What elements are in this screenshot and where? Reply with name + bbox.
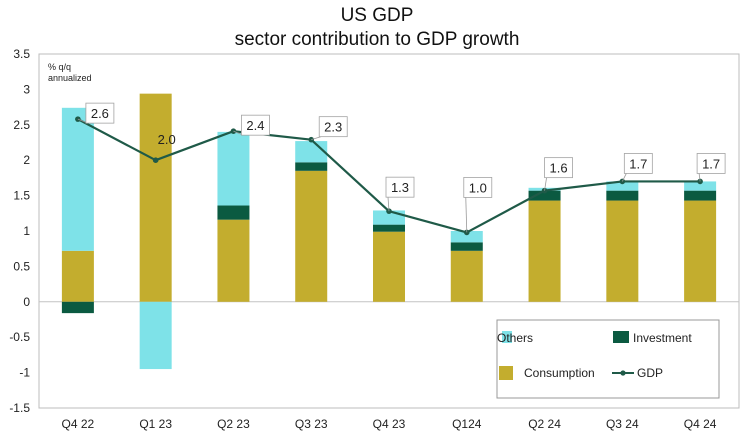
gdp-data-labels: 2.6 2.0 2.4 2.3 1.3 1.0 1.6 1.7 1.7 — [77, 102, 726, 233]
chart-title: US GDP — [340, 5, 414, 26]
gdp-data-label: 2.6 — [91, 106, 109, 121]
bar-others-3 — [295, 141, 328, 163]
legend-swatch-investment — [613, 331, 629, 343]
bar-consumption-6 — [528, 200, 561, 302]
y-tick-label: 0 — [23, 295, 30, 309]
bar-others-7 — [606, 181, 639, 191]
bar-consumption-8 — [684, 200, 717, 302]
data-label-box-7 — [623, 153, 653, 174]
data-label-box-3 — [318, 116, 348, 138]
y-tick-label: 3.5 — [13, 47, 30, 61]
x-tick-label: Q4 23 — [373, 417, 406, 431]
bar-others-0 — [61, 107, 94, 251]
bar-consumption-4 — [373, 231, 405, 302]
y-tick-label: -1 — [19, 366, 30, 380]
legend-marker-gdp — [620, 370, 626, 376]
data-label-box-6 — [544, 157, 573, 179]
bar-investment-0 — [61, 301, 94, 314]
gdp-data-label: 2.0 — [158, 132, 176, 147]
data-label-leader-8 — [698, 173, 701, 182]
chart-subtitle: sector contribution to GDP growth — [234, 29, 520, 50]
chart-title-block: US GDP sector contribution to GDP growth — [0, 4, 754, 52]
y-tick-label: -1.5 — [9, 401, 30, 415]
y-tick-label: 2 — [23, 153, 30, 167]
data-label-box-0 — [85, 102, 115, 124]
gdp-data-label: 1.7 — [629, 156, 647, 171]
legend-swatch-consumption — [499, 366, 513, 380]
y-unit-label-line-2: annualized — [48, 73, 92, 83]
bar-investment-6 — [528, 190, 561, 201]
bar-others-8 — [684, 181, 717, 191]
y-tick-label: -0.5 — [9, 330, 30, 344]
x-tick-label: Q2 24 — [528, 417, 561, 431]
bar-investment-3 — [295, 162, 328, 171]
x-tick-label: Q1 23 — [139, 417, 172, 431]
data-label-box-2 — [241, 114, 270, 136]
legend: Others Investment Consumption GDP — [496, 319, 720, 399]
bar-investment-4 — [373, 224, 405, 232]
legend-swatch-others — [502, 331, 512, 343]
gdp-data-label: 1.7 — [702, 156, 720, 171]
bar-consumption-1 — [139, 93, 172, 302]
legend-label-others: Others — [497, 331, 533, 345]
x-tick-label: Q3 24 — [606, 417, 639, 431]
gdp-data-label: 1.6 — [550, 161, 568, 176]
gdp-point-1 — [152, 157, 159, 163]
bar-others-1 — [139, 301, 172, 370]
bar-consumption-2 — [217, 219, 250, 302]
y-tick-label: 1 — [23, 224, 30, 238]
gdp-data-label: 2.3 — [324, 120, 342, 135]
gdp-data-label: 1.0 — [469, 180, 487, 195]
bar-consumption-7 — [606, 200, 639, 302]
legend-label-consumption: Consumption — [524, 366, 595, 380]
data-label-box-4 — [385, 176, 415, 198]
bars — [61, 93, 717, 370]
bar-investment-8 — [684, 190, 717, 201]
bar-consumption-0 — [61, 250, 94, 302]
x-tick-label: Q2 23 — [217, 417, 250, 431]
data-label-leader-6 — [544, 177, 547, 191]
y-unit-label-line-1: % q/q — [48, 62, 71, 72]
bar-investment-2 — [217, 205, 250, 220]
legend-box — [496, 319, 720, 399]
data-label-leader-5 — [465, 197, 468, 233]
y-tick-label: 0.5 — [13, 259, 30, 273]
y-tick-label: 1.5 — [13, 189, 30, 203]
x-tick-label: Q4 24 — [684, 417, 717, 431]
x-tick-label: Q3 23 — [295, 417, 328, 431]
bar-investment-5 — [450, 242, 483, 251]
bar-consumption-5 — [450, 250, 483, 302]
data-label-box-5 — [463, 177, 493, 198]
data-label-leader-3 — [311, 136, 322, 141]
legend-label-gdp: GDP — [637, 366, 663, 380]
bar-others-5 — [450, 231, 483, 243]
gdp-data-label: 1.3 — [391, 180, 409, 195]
gdp-data-label: 2.4 — [246, 118, 264, 133]
data-label-leader-4 — [387, 197, 390, 212]
y-tick-label: 2.5 — [13, 118, 30, 132]
data-label-box-8 — [696, 153, 726, 174]
bar-others-2 — [217, 131, 250, 206]
axes: 3.5 3 2.5 2 1.5 1 0.5 0 -0.5 -1 -1.5 Q4 22 Q1 23 Q2 2… — [9, 47, 739, 431]
y-tick-label: 3 — [23, 82, 30, 96]
bar-investment-7 — [606, 190, 639, 201]
x-tick-label: Q4 22 — [62, 417, 95, 431]
legend-label-investment: Investment — [633, 331, 692, 345]
bar-consumption-3 — [295, 170, 328, 302]
x-tick-label: Q124 — [452, 417, 482, 431]
data-label-leader-7 — [621, 173, 627, 182]
